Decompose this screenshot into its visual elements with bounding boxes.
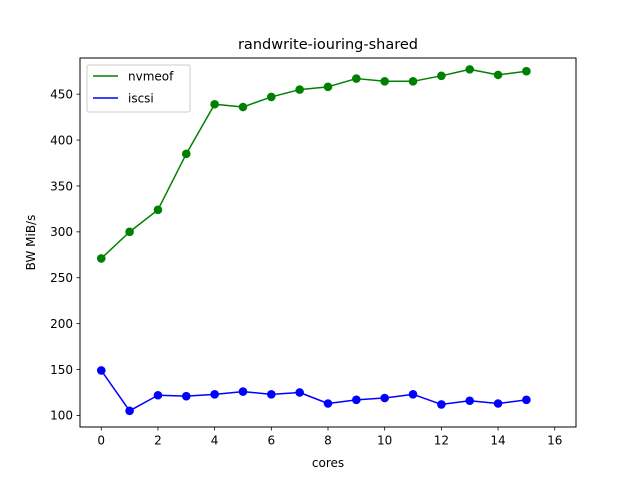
- x-axis-label: cores: [312, 456, 344, 470]
- x-tick-label: 0: [97, 434, 105, 448]
- data-point-nvmeof: [125, 227, 134, 237]
- series-line-nvmeof: [100, 68, 527, 260]
- data-point-iscsi: [125, 406, 134, 416]
- x-tick-label: 10: [377, 434, 392, 448]
- data-point-iscsi: [465, 396, 475, 406]
- y-tick-label: 150: [50, 363, 73, 377]
- axis-ticks: 0 2 4 6 8 10 12 14 16 100 150 200 250 300 350 400 450: [50, 87, 562, 447]
- data-point-nvmeof: [493, 70, 503, 80]
- data-point-nvmeof: [153, 205, 163, 215]
- y-tick-label: 400: [50, 133, 73, 147]
- x-tick-label: 14: [490, 434, 505, 448]
- y-tick-label: 300: [50, 225, 73, 239]
- legend-label-nvmeof: nvmeof: [128, 70, 174, 84]
- data-point-nvmeof: [465, 65, 475, 74]
- data-point-nvmeof: [267, 92, 276, 102]
- plot-area-frame: [79, 57, 577, 428]
- y-tick-label: 350: [50, 179, 73, 193]
- data-point-nvmeof: [96, 254, 106, 263]
- data-point-iscsi: [96, 366, 106, 375]
- y-tick-label: 250: [50, 271, 73, 285]
- x-tick-label: 8: [324, 434, 332, 448]
- data-point-nvmeof: [408, 77, 418, 86]
- data-point-nvmeof: [210, 99, 219, 109]
- data-point-iscsi: [437, 400, 446, 409]
- data-point-nvmeof: [437, 71, 446, 81]
- data-point-iscsi: [153, 390, 163, 400]
- x-tick-label: 16: [547, 434, 562, 448]
- data-point-nvmeof: [238, 102, 248, 112]
- x-tick-label: 4: [211, 434, 219, 448]
- chart-title: randwrite-iouring-shared: [238, 37, 418, 53]
- data-point-iscsi: [323, 399, 333, 408]
- x-tick-label: 2: [154, 434, 162, 448]
- legend-label-iscsi: iscsi: [128, 92, 154, 106]
- data-point-iscsi: [408, 390, 418, 399]
- data-point-iscsi: [181, 391, 191, 401]
- data-point-nvmeof: [323, 82, 333, 92]
- data-point-nvmeof: [181, 149, 191, 159]
- data-point-nvmeof: [380, 77, 389, 86]
- data-point-iscsi: [493, 399, 503, 408]
- data-point-nvmeof: [522, 66, 531, 76]
- x-tick-label: 12: [434, 434, 449, 448]
- plot-series: [96, 65, 531, 416]
- series-line-iscsi: [100, 370, 527, 412]
- data-point-iscsi: [267, 390, 276, 399]
- x-tick-label: 6: [267, 434, 275, 448]
- data-point-nvmeof: [295, 85, 304, 94]
- legend: nvmeof iscsi: [86, 64, 191, 113]
- y-tick-label: 100: [50, 409, 73, 423]
- data-point-iscsi: [352, 395, 361, 405]
- y-axis-label: BW MiB/s: [24, 215, 38, 271]
- data-point-nvmeof: [352, 74, 361, 83]
- y-tick-label: 450: [50, 87, 73, 101]
- data-point-iscsi: [295, 388, 304, 397]
- data-point-iscsi: [238, 387, 248, 396]
- data-point-iscsi: [210, 390, 219, 399]
- data-point-iscsi: [522, 395, 531, 405]
- data-point-iscsi: [380, 393, 389, 403]
- y-tick-label: 200: [50, 317, 73, 331]
